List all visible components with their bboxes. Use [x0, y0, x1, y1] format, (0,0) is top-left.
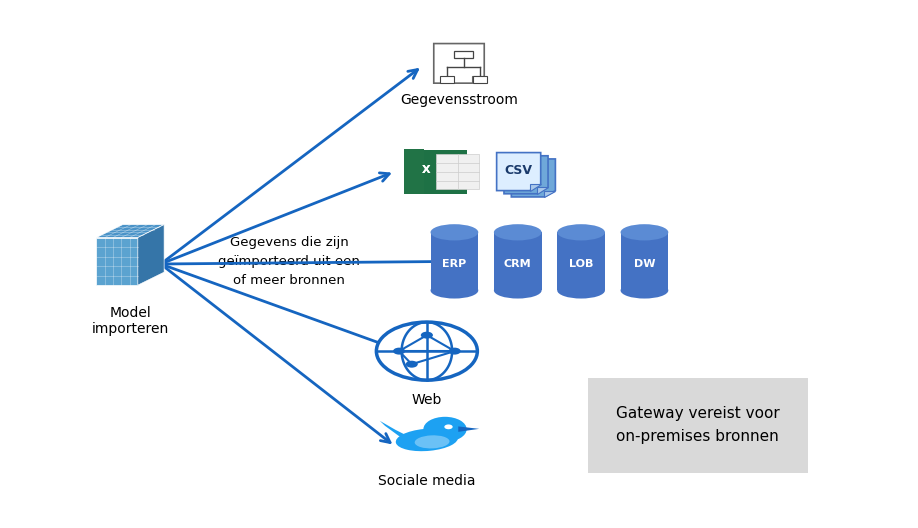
Polygon shape [434, 44, 485, 83]
Text: DW: DW [633, 259, 655, 269]
Ellipse shape [621, 224, 668, 240]
Polygon shape [497, 153, 541, 191]
Polygon shape [530, 184, 541, 191]
Ellipse shape [621, 282, 668, 298]
FancyBboxPatch shape [494, 232, 542, 290]
Circle shape [406, 361, 418, 367]
Text: CRM: CRM [504, 259, 532, 269]
FancyBboxPatch shape [621, 232, 668, 290]
Polygon shape [380, 421, 409, 440]
FancyBboxPatch shape [440, 77, 454, 83]
Polygon shape [96, 238, 138, 285]
Text: X: X [422, 165, 431, 175]
Polygon shape [544, 191, 555, 197]
Circle shape [420, 332, 433, 338]
Ellipse shape [396, 429, 458, 451]
Polygon shape [511, 159, 555, 197]
FancyBboxPatch shape [431, 232, 478, 290]
Polygon shape [96, 224, 164, 238]
Polygon shape [537, 187, 548, 194]
FancyBboxPatch shape [473, 77, 487, 83]
Text: X: X [422, 165, 431, 175]
FancyBboxPatch shape [405, 149, 467, 194]
Polygon shape [138, 224, 164, 285]
FancyBboxPatch shape [404, 149, 423, 194]
Text: Sociale media: Sociale media [378, 474, 476, 488]
FancyBboxPatch shape [436, 154, 479, 190]
FancyBboxPatch shape [454, 51, 473, 59]
Ellipse shape [557, 282, 605, 298]
Circle shape [444, 425, 453, 429]
FancyBboxPatch shape [588, 378, 808, 473]
Circle shape [376, 322, 477, 380]
Ellipse shape [431, 224, 478, 240]
Text: Web: Web [411, 393, 442, 408]
Ellipse shape [431, 282, 478, 298]
Text: LOB: LOB [569, 259, 593, 269]
Ellipse shape [557, 224, 605, 240]
Polygon shape [504, 156, 548, 194]
Text: Gegevensstroom: Gegevensstroom [400, 93, 518, 107]
Text: Gateway vereist voor
on-premises bronnen: Gateway vereist voor on-premises bronnen [616, 407, 779, 444]
Text: CSV: CSV [505, 164, 532, 177]
Text: Gegevens die zijn
geïmporteerd uit een
of meer bronnen: Gegevens die zijn geïmporteerd uit een o… [218, 236, 360, 287]
Polygon shape [473, 76, 485, 83]
Ellipse shape [415, 435, 450, 448]
Circle shape [423, 417, 466, 442]
Text: ERP: ERP [442, 259, 466, 269]
Polygon shape [458, 427, 479, 432]
Circle shape [393, 347, 405, 355]
Circle shape [449, 347, 461, 355]
Ellipse shape [494, 224, 542, 240]
Ellipse shape [494, 282, 542, 298]
Text: Model
importeren: Model importeren [92, 306, 169, 336]
FancyBboxPatch shape [557, 232, 605, 290]
